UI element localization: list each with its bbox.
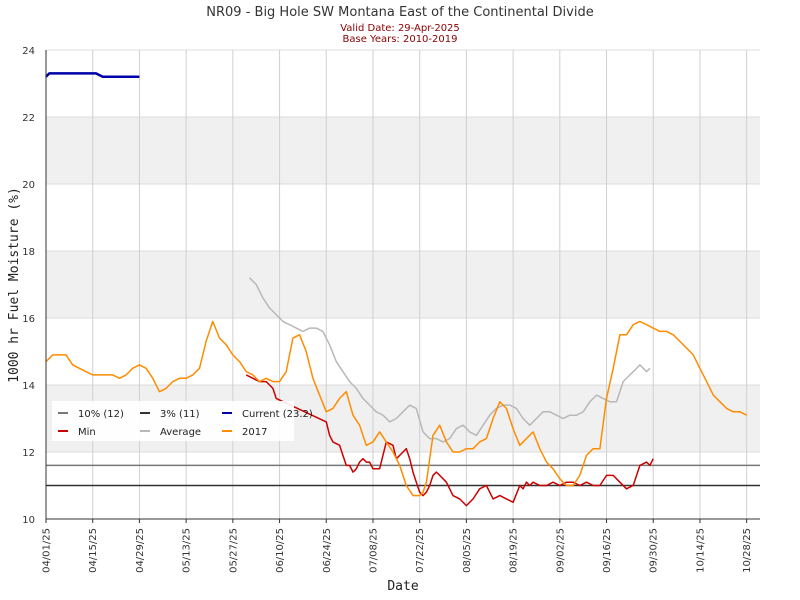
- legend-label: 10% (12): [78, 409, 124, 420]
- series-line: [248, 277, 651, 443]
- series-line: [45, 72, 140, 79]
- x-tick-label: 08/05/25: [462, 528, 473, 573]
- legend-label: Average: [160, 427, 201, 438]
- series-group: [45, 72, 748, 507]
- y-tick-label: 18: [22, 247, 35, 258]
- x-tick-label: 07/22/25: [415, 528, 426, 573]
- y-tick-label: 16: [22, 314, 35, 325]
- plot-bands: [46, 117, 760, 452]
- y-tick-label: 20: [22, 180, 35, 191]
- plot-axes: [45, 50, 760, 523]
- y-tick-label: 10: [22, 515, 35, 526]
- y-tick-label: 24: [22, 46, 35, 57]
- x-tick-label: 10/14/25: [695, 528, 706, 573]
- grid-band: [46, 117, 760, 184]
- legend-label: Current (23.2): [242, 409, 313, 420]
- y-tick-label: 22: [22, 113, 35, 124]
- chart-subtitle-base-years: Base Years: 2010-2019: [343, 34, 458, 45]
- x-tick-label: 04/15/25: [88, 528, 99, 573]
- chart-title: NR09 - Big Hole SW Montana East of the C…: [206, 5, 593, 20]
- x-tick-label: 04/01/25: [42, 528, 53, 573]
- y-tick-labels: 10 12 14 16 18 20 22 24: [22, 46, 35, 526]
- legend-label: 2017: [242, 427, 267, 438]
- x-tick-label: 05/13/25: [182, 528, 193, 573]
- x-axis-title: Date: [387, 579, 418, 594]
- legend-label: Min: [78, 427, 96, 438]
- y-tick-label: 14: [22, 381, 35, 392]
- legend-label: 3% (11): [160, 409, 200, 420]
- x-tick-label: 06/24/25: [322, 528, 333, 573]
- y-axis-title: 1000 hr Fuel Moisture (%): [7, 187, 22, 383]
- x-tick-label: 05/27/25: [228, 528, 239, 573]
- grid-band: [46, 251, 760, 318]
- x-tick-label: 07/08/25: [368, 528, 379, 573]
- x-tick-label: 09/30/25: [649, 528, 660, 573]
- chart-legend: 10% (12) 3% (11) Current (23.2) Min Average 2…: [52, 401, 313, 441]
- legend-box: [52, 401, 294, 441]
- series-line: [45, 320, 748, 497]
- series-line: [245, 374, 654, 507]
- x-tick-label: 09/02/25: [555, 528, 566, 573]
- x-tick-labels: 04/01/25 04/15/25 04/29/25 05/13/25 05/27/25…: [42, 528, 754, 573]
- x-tick-label: 06/10/25: [275, 528, 286, 573]
- x-tick-label: 04/29/25: [135, 528, 146, 573]
- x-tick-label: 09/16/25: [602, 528, 613, 573]
- x-tick-label: 10/28/25: [742, 528, 753, 573]
- y-tick-label: 12: [22, 448, 35, 459]
- chart-subtitle-valid-date: Valid Date: 29-Apr-2025: [340, 23, 460, 34]
- x-tick-label: 08/19/25: [509, 528, 520, 573]
